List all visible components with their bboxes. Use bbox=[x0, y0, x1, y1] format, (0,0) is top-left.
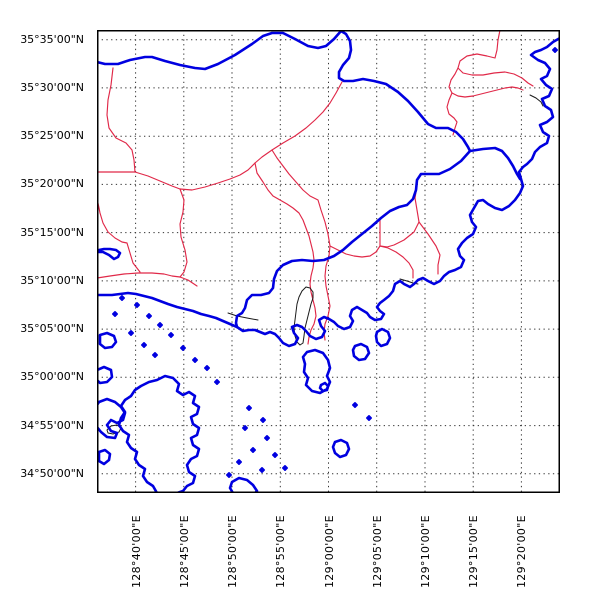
lat-tick-label: 34°50'00"N bbox=[20, 466, 84, 480]
islet bbox=[352, 402, 358, 408]
islet bbox=[134, 302, 140, 308]
islet bbox=[192, 357, 198, 363]
coastline-rivers bbox=[97, 365, 114, 385]
lon-tick-label: 129°05'00"E bbox=[370, 515, 384, 588]
lon-tick-label: 129°20'00"E bbox=[515, 515, 529, 588]
lon-tick-label: 128°55'00"E bbox=[274, 515, 288, 588]
coastline-detail bbox=[227, 312, 259, 321]
islet bbox=[246, 405, 252, 411]
lat-tick-label: 35°15'00"N bbox=[20, 225, 84, 239]
islet bbox=[157, 322, 163, 328]
lat-tick-label: 34°55'00"N bbox=[20, 418, 84, 432]
islet bbox=[552, 47, 558, 53]
lon-tick-label: 128°45'00"E bbox=[177, 515, 191, 588]
islet bbox=[282, 465, 288, 471]
lat-tick-label: 35°20'00"N bbox=[20, 177, 84, 191]
coastline-rivers bbox=[97, 36, 560, 348]
islet bbox=[259, 467, 265, 473]
coastline-rivers bbox=[331, 438, 351, 459]
coastline-rivers bbox=[117, 374, 201, 493]
admin-boundaries bbox=[179, 188, 188, 278]
admin-boundaries bbox=[134, 81, 343, 191]
lat-tick-label: 35°30'00"N bbox=[20, 80, 84, 94]
coastline-rivers bbox=[97, 247, 122, 261]
islet bbox=[128, 330, 134, 336]
islet bbox=[119, 295, 125, 301]
coastline-rivers bbox=[228, 476, 259, 493]
islet bbox=[236, 459, 242, 465]
coastline-rivers bbox=[301, 348, 332, 395]
coastline-rivers bbox=[98, 331, 118, 350]
coastline-rivers bbox=[97, 397, 127, 440]
islet bbox=[272, 452, 278, 458]
map-plot-area bbox=[97, 30, 560, 493]
coastline-rivers bbox=[351, 342, 371, 362]
islet bbox=[214, 379, 220, 385]
lat-tick-label: 35°25'00"N bbox=[20, 129, 84, 143]
lat-tick-label: 35°05'00"N bbox=[20, 322, 84, 336]
lon-tick-label: 129°15'00"E bbox=[467, 515, 481, 588]
islet bbox=[146, 313, 152, 319]
islet bbox=[204, 365, 210, 371]
islet bbox=[260, 417, 266, 423]
admin-boundaries bbox=[457, 30, 534, 87]
map-canvas bbox=[97, 30, 560, 493]
admin-boundaries bbox=[271, 149, 331, 341]
islet bbox=[141, 342, 147, 348]
admin-boundaries bbox=[448, 67, 524, 98]
coastline-rivers bbox=[234, 149, 472, 329]
islet bbox=[250, 447, 256, 453]
coastline-rivers bbox=[374, 327, 392, 348]
islet bbox=[112, 311, 118, 317]
coastline-detail bbox=[529, 94, 544, 107]
admin-boundaries bbox=[97, 272, 198, 287]
coastline-rivers bbox=[468, 146, 522, 181]
coastline-detail bbox=[293, 286, 314, 346]
islet bbox=[264, 435, 270, 441]
lon-tick-label: 128°50'00"E bbox=[226, 515, 239, 588]
admin-boundaries bbox=[329, 219, 381, 258]
islet bbox=[168, 332, 174, 338]
axis-frame bbox=[97, 30, 560, 493]
admin-boundaries bbox=[418, 221, 441, 275]
islet bbox=[366, 415, 372, 421]
islet bbox=[226, 472, 232, 478]
admin-boundaries bbox=[106, 67, 136, 173]
admin-boundaries bbox=[379, 245, 414, 279]
lon-tick-label: 129°10'00"E bbox=[419, 515, 432, 588]
admin-boundaries bbox=[379, 185, 420, 248]
lat-tick-label: 35°00'00"N bbox=[20, 370, 84, 384]
lat-tick-label: 35°10'00"N bbox=[20, 273, 84, 287]
islet bbox=[180, 345, 186, 351]
admin-boundaries bbox=[446, 92, 458, 136]
lat-tick-label: 35°35'00"N bbox=[20, 32, 84, 46]
islet bbox=[152, 352, 158, 358]
admin-boundaries bbox=[254, 162, 317, 345]
lon-tick-label: 129°00'00"E bbox=[322, 515, 336, 588]
coastline-rivers bbox=[97, 448, 112, 466]
coastline-detail bbox=[106, 424, 122, 435]
lon-tick-label: 128°40'00"E bbox=[129, 515, 143, 588]
islet bbox=[242, 425, 248, 431]
admin-boundaries bbox=[97, 202, 141, 273]
coastline-rivers bbox=[97, 30, 472, 153]
